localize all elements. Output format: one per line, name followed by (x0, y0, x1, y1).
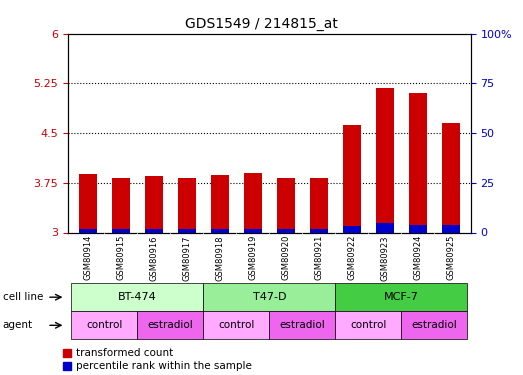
Bar (269, 311, 335, 339)
Bar (112, 178, 130, 232)
Text: control: control (218, 320, 255, 330)
Bar (409, 225, 427, 232)
Bar (79, 229, 97, 232)
Bar (277, 229, 295, 232)
Bar (71, 311, 138, 339)
Bar (442, 225, 460, 232)
Bar (343, 124, 361, 232)
Bar (178, 177, 196, 232)
Text: cell line: cell line (3, 292, 43, 302)
Bar (71, 283, 203, 311)
Bar (277, 178, 295, 232)
Text: GDS1549 / 214815_at: GDS1549 / 214815_at (185, 17, 338, 31)
Text: GSM80917: GSM80917 (183, 235, 191, 280)
Bar (376, 88, 394, 232)
Bar (310, 178, 328, 232)
Bar (310, 229, 328, 232)
Text: GSM80915: GSM80915 (116, 235, 126, 280)
Bar (401, 311, 468, 339)
Text: agent: agent (3, 320, 33, 330)
Bar (409, 93, 427, 232)
Bar (138, 311, 203, 339)
Bar (376, 223, 394, 232)
Bar (178, 229, 196, 232)
Text: GSM80925: GSM80925 (447, 235, 456, 280)
Bar (244, 173, 262, 232)
Bar (203, 283, 335, 311)
Bar (145, 176, 163, 232)
Bar (112, 229, 130, 232)
Bar (335, 311, 401, 339)
Text: GSM80918: GSM80918 (215, 235, 224, 280)
Text: control: control (86, 320, 122, 330)
Text: GSM80919: GSM80919 (248, 235, 257, 280)
Bar (335, 283, 468, 311)
Text: GSM80920: GSM80920 (281, 235, 290, 280)
Bar (211, 229, 229, 232)
Text: estradiol: estradiol (279, 320, 325, 330)
Bar (79, 174, 97, 232)
Text: control: control (350, 320, 386, 330)
Text: T47-D: T47-D (253, 292, 286, 302)
Text: GSM80922: GSM80922 (347, 235, 356, 280)
Text: estradiol: estradiol (412, 320, 457, 330)
Bar (244, 229, 262, 232)
Text: MCF-7: MCF-7 (384, 292, 419, 302)
Text: estradiol: estradiol (147, 320, 193, 330)
Text: GSM80921: GSM80921 (314, 235, 323, 280)
Bar (211, 175, 229, 232)
Text: GSM80914: GSM80914 (83, 235, 92, 280)
Bar (442, 123, 460, 232)
Text: GSM80923: GSM80923 (380, 235, 390, 280)
Legend: transformed count, percentile rank within the sample: transformed count, percentile rank withi… (63, 348, 252, 372)
Bar (343, 226, 361, 232)
Text: BT-474: BT-474 (118, 292, 157, 302)
Text: GSM80924: GSM80924 (413, 235, 423, 280)
Bar (203, 311, 269, 339)
Bar (145, 229, 163, 232)
Text: GSM80916: GSM80916 (149, 235, 158, 280)
